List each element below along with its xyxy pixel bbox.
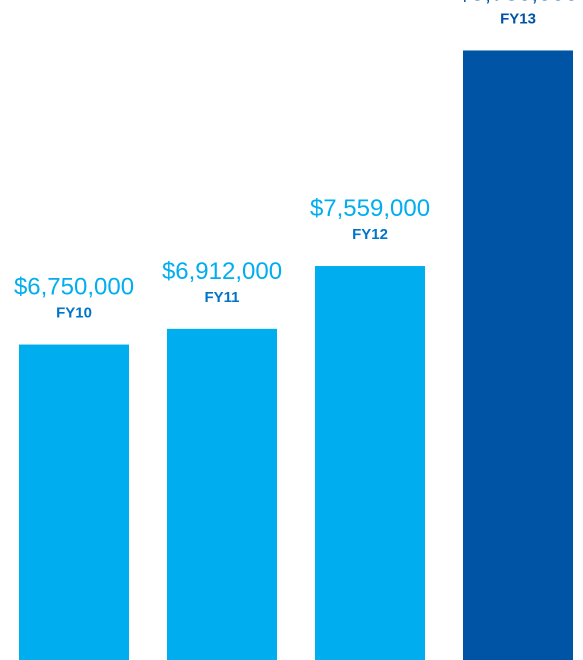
category-label-fy10: FY10 [56,305,92,322]
value-label-fy13: $9,780,000 [458,0,578,6]
category-label-fy12: FY12 [352,226,388,243]
category-label-fy11: FY11 [204,289,239,306]
value-label-fy11: $6,912,000 [162,258,282,285]
bars-group [19,50,573,660]
value-label-fy12: $7,559,000 [310,195,430,222]
bar-fy13 [463,50,573,660]
bar-fy12 [315,266,425,660]
labels-group: $6,750,000 FY10 $6,912,000 FY11 $7,559,000 FY… [14,0,578,322]
bar-fy10 [19,344,129,660]
bar-fy11 [167,328,277,660]
value-label-fy10: $6,750,000 [14,274,134,301]
category-label-fy13: FY13 [500,10,536,27]
